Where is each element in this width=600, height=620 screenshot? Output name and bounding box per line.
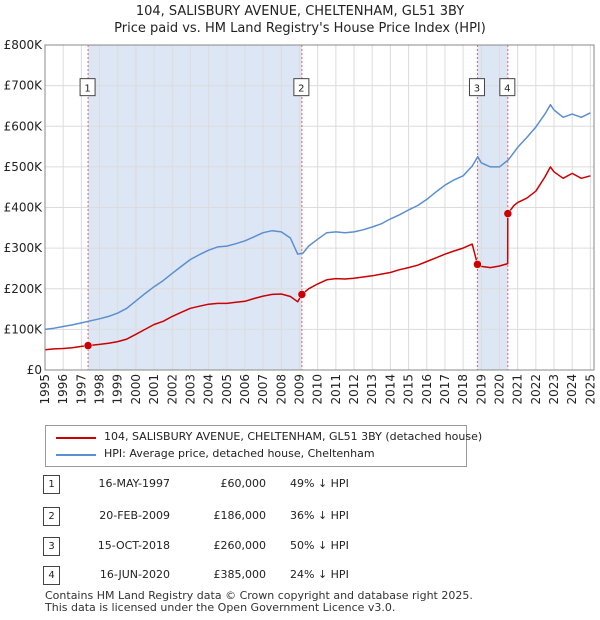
transaction-date: 20-FEB-2009 xyxy=(99,509,170,522)
legend-label-property: 104, SALISBURY AVENUE, CHELTENHAM, GL51 … xyxy=(104,430,483,443)
x-tick-label: 2019 xyxy=(474,374,488,405)
legend-swatch-hpi xyxy=(56,454,96,456)
legend-swatch-property xyxy=(56,437,96,439)
transaction-row-4: 4 16-JUN-2020 £385,000 24% ↓ HPI xyxy=(0,566,600,586)
x-tick-label: 2016 xyxy=(420,374,434,405)
transaction-row-1: 1 16-MAY-1997 £60,000 49% ↓ HPI xyxy=(0,475,600,495)
y-tick-label: £200K xyxy=(4,282,44,296)
x-tick-label: 2024 xyxy=(565,374,579,405)
transaction-hpi: 49% ↓ HPI xyxy=(290,477,349,490)
chart-title: 104, SALISBURY AVENUE, CHELTENHAM, GL51 … xyxy=(135,4,465,19)
x-tick-label: 2003 xyxy=(183,374,197,405)
x-tick-label: 2014 xyxy=(383,374,397,405)
x-tick-label: 2018 xyxy=(456,374,470,405)
x-tick-label: 1998 xyxy=(93,374,107,405)
x-tick-label: 2001 xyxy=(147,374,161,405)
transaction-date: 16-JUN-2020 xyxy=(99,568,170,581)
x-tick-label: 2021 xyxy=(511,374,525,405)
sale-marker-box-2 xyxy=(293,78,310,97)
plot-frame xyxy=(44,44,595,371)
x-tick-label: 2009 xyxy=(293,374,307,405)
x-tick-label: 2008 xyxy=(274,374,288,405)
x-tick-label: 2015 xyxy=(402,374,416,405)
sale-marker-box-1 xyxy=(79,78,96,97)
x-tick-label: 1996 xyxy=(56,374,70,405)
x-tick-label: 2017 xyxy=(438,374,452,405)
transaction-hpi: 50% ↓ HPI xyxy=(290,539,349,552)
y-tick-label: £100K xyxy=(4,322,44,336)
sale-point-4 xyxy=(503,209,513,218)
x-tick-label: 2020 xyxy=(492,374,506,405)
sale-point-1 xyxy=(83,341,93,350)
x-tick-label: 2005 xyxy=(220,374,234,405)
y-tick-label: £800K xyxy=(4,38,44,52)
y-tick-label: £700K xyxy=(4,79,44,93)
transaction-number: 1 xyxy=(43,475,60,494)
sale-point-3 xyxy=(473,260,482,269)
transaction-number: 3 xyxy=(43,537,60,556)
chart: £0 £100K £200K £300K £400K £500K £600K £700K £80… xyxy=(4,38,598,405)
transaction-price: £385,000 xyxy=(213,568,267,581)
y-tick-label: £600K xyxy=(4,119,44,133)
footer-copyright: Contains HM Land Registry data © Crown c… xyxy=(45,589,473,602)
sale-marker-label-4: 4 xyxy=(504,84,510,95)
sale-marker-label-3: 3 xyxy=(474,84,480,95)
hpi-line xyxy=(44,103,591,331)
y-tick-label: £400K xyxy=(4,201,44,215)
footer: Contains HM Land Registry data © Crown c… xyxy=(45,590,473,614)
transaction-number: 2 xyxy=(43,507,60,526)
transaction-date: 15-OCT-2018 xyxy=(97,539,170,552)
transaction-number: 4 xyxy=(43,566,60,585)
transaction-hpi: 36% ↓ HPI xyxy=(290,509,349,522)
x-tick-label: 1999 xyxy=(111,374,125,405)
x-tick-label: 1997 xyxy=(74,374,88,405)
sale-marker-box-3 xyxy=(468,78,485,97)
x-tick-label: 2025 xyxy=(583,374,597,405)
x-tick-label: 2004 xyxy=(202,374,216,405)
x-tick-label: 2011 xyxy=(329,374,343,405)
sale-marker-box-4 xyxy=(499,78,516,97)
transaction-price: £186,000 xyxy=(213,509,267,522)
x-tick-label: 2002 xyxy=(165,374,179,405)
transaction-row-2: 2 20-FEB-2009 £186,000 36% ↓ HPI xyxy=(0,507,600,527)
x-tick-label: 2007 xyxy=(256,374,270,405)
transaction-price: £60,000 xyxy=(220,477,267,490)
x-tick-label: 2010 xyxy=(311,374,325,405)
sale-marker-label-1: 1 xyxy=(84,84,90,95)
x-tick-label: 2023 xyxy=(547,374,561,405)
x-tick-label: 2012 xyxy=(347,374,361,405)
x-tick-label: 2013 xyxy=(365,374,379,405)
x-tick-label: 1995 xyxy=(38,374,52,405)
transaction-price: £260,000 xyxy=(213,539,267,552)
chart-subtitle: Price paid vs. HM Land Registry's House … xyxy=(114,21,486,36)
x-tick-label: 2022 xyxy=(529,374,543,405)
y-tick-label: £300K xyxy=(4,241,44,255)
legend-label-hpi: HPI: Average price, detached house, Chel… xyxy=(104,447,375,460)
x-tick-label: 2000 xyxy=(129,374,143,405)
chart-legend: 104, SALISBURY AVENUE, CHELTENHAM, GL51 … xyxy=(45,425,482,467)
sale-marker-label-2: 2 xyxy=(298,84,304,95)
y-tick-label: £0 xyxy=(27,363,42,377)
transaction-hpi: 24% ↓ HPI xyxy=(290,568,349,581)
y-tick-label: £500K xyxy=(4,160,44,174)
transaction-row-3: 3 15-OCT-2018 £260,000 50% ↓ HPI xyxy=(0,537,600,557)
footer-licence: This data is licensed under the Open Gov… xyxy=(45,601,396,614)
x-tick-label: 2006 xyxy=(238,374,252,405)
sale-point-2 xyxy=(297,290,307,299)
transaction-date: 16-MAY-1997 xyxy=(98,477,170,490)
